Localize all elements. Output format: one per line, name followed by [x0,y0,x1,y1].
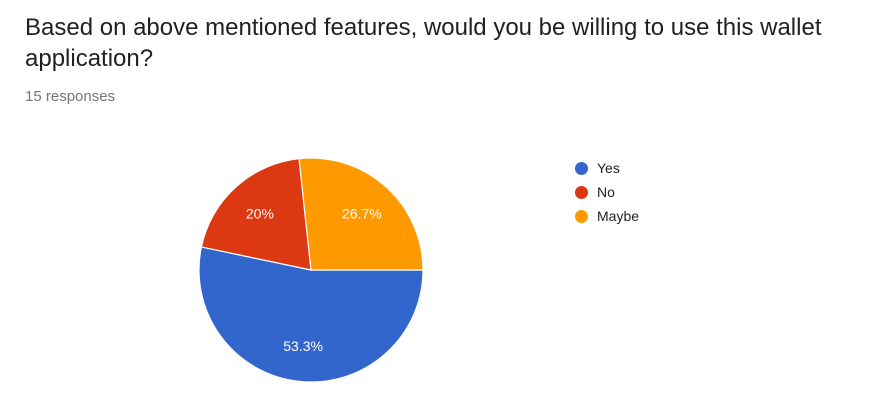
legend-swatch-no [575,185,588,199]
legend-label-maybe: Maybe [597,208,640,224]
legend-label-no: No [597,184,615,200]
chart-legend: Yes No Maybe [575,156,639,228]
legend-item-no[interactable]: No [575,180,639,204]
pie-slice-labels: 53.3% 20% 26.7% [246,205,382,353]
pie-slices [198,157,424,383]
slice-label-maybe: 26.7% [342,205,382,221]
legend-item-maybe[interactable]: Maybe [575,204,639,228]
pie-slice-maybe[interactable] [298,157,424,271]
slice-label-yes: 53.3% [283,338,323,354]
response-count: 15 responses [25,88,116,105]
legend-swatch-maybe [575,209,588,223]
pie-slice-no[interactable] [200,157,312,271]
slice-label-no: 20% [246,206,274,222]
question-title: Based on above mentioned features, would… [25,14,822,72]
pie-slice-yes[interactable] [198,246,424,383]
legend-item-yes[interactable]: Yes [575,156,639,180]
legend-swatch-yes [575,161,588,175]
legend-label-yes: Yes [597,160,620,176]
